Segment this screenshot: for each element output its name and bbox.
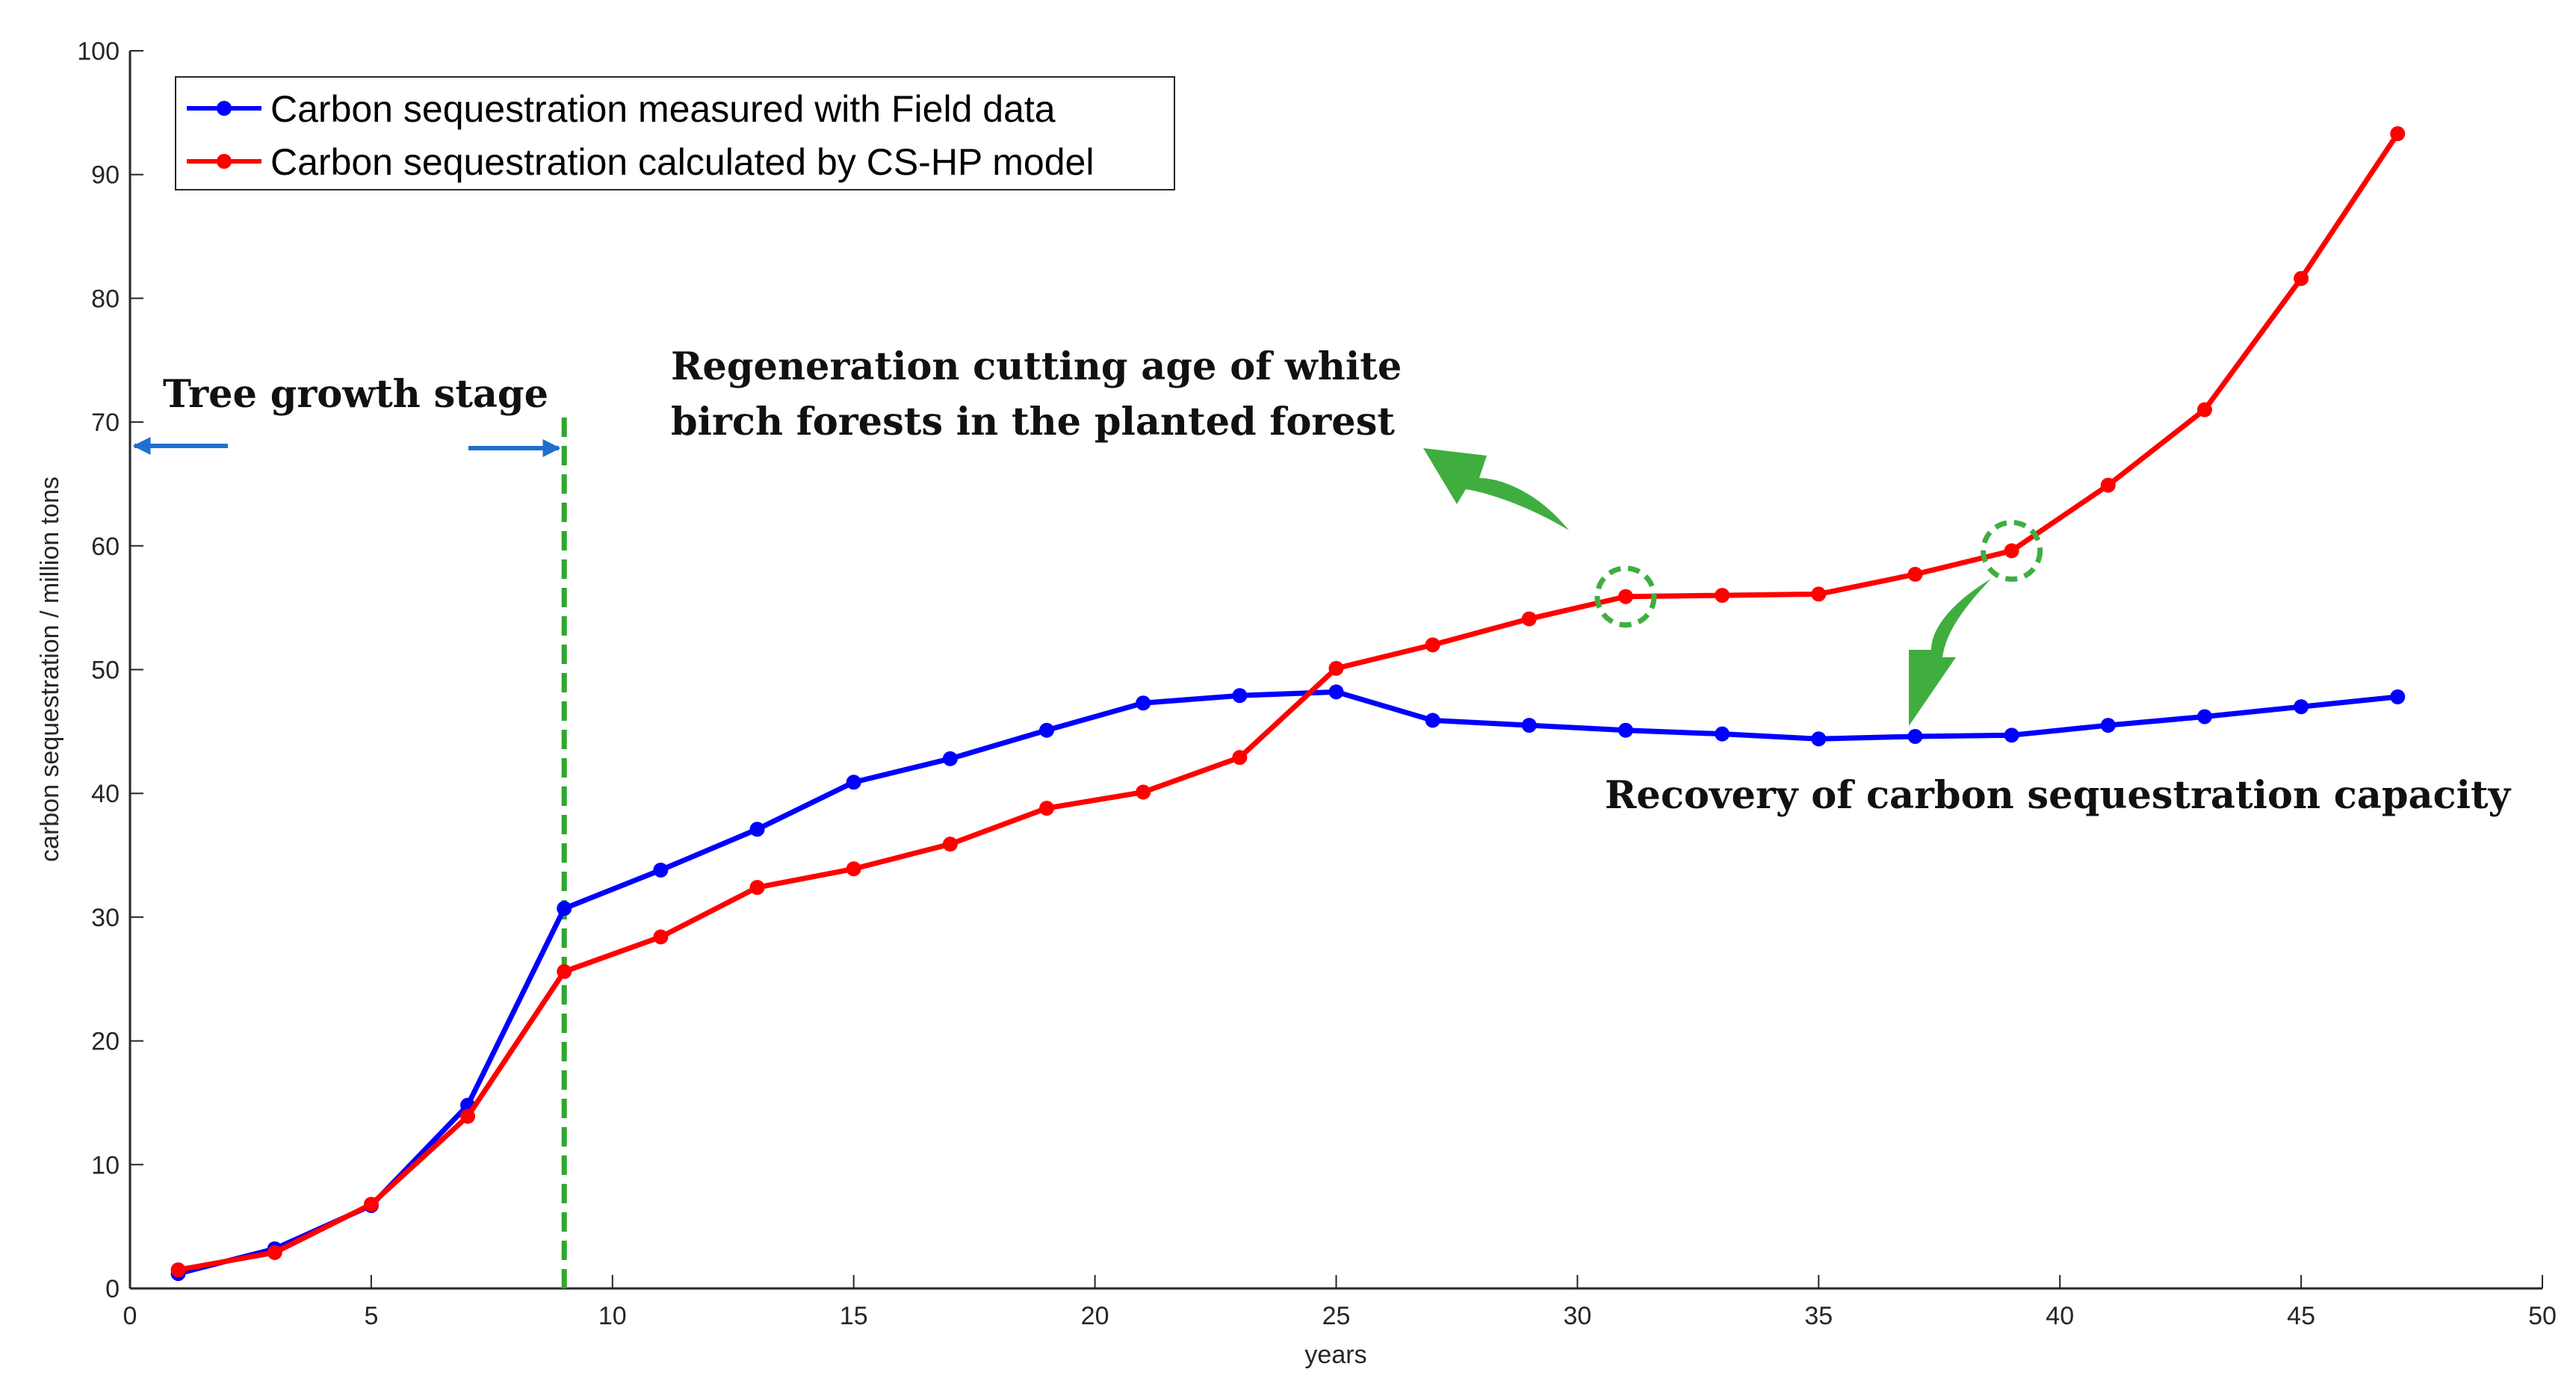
y-tick-label: 20 xyxy=(91,1028,120,1056)
series-1-point xyxy=(1136,784,1151,800)
series-0-point xyxy=(1907,728,1923,744)
series-1-point xyxy=(2100,477,2116,493)
y-tick-label: 10 xyxy=(91,1151,120,1179)
x-tick-label: 35 xyxy=(1804,1302,1833,1330)
series-0-point xyxy=(1715,726,1730,742)
annotation-recovery: Recovery of carbon sequestration capacit… xyxy=(1605,773,2512,818)
regeneration-arrow-icon xyxy=(1423,448,1569,530)
series-1-point xyxy=(1811,586,1827,602)
x-tick-label: 10 xyxy=(598,1302,627,1330)
x-tick-label: 30 xyxy=(1563,1302,1591,1330)
y-axis-label: carbon sequestration / million tons xyxy=(36,477,64,862)
legend-label-field: Carbon sequestration measured with Field… xyxy=(270,88,1056,130)
series-0-point xyxy=(942,751,958,766)
series-1-point xyxy=(1715,588,1730,604)
series-1-point xyxy=(170,1262,186,1278)
series-0-point xyxy=(749,822,765,837)
y-tick-label: 80 xyxy=(91,285,120,313)
series-1-point xyxy=(267,1244,282,1260)
series-0-point xyxy=(1039,722,1055,738)
annotation-regeneration-line1: Regeneration cutting age of white xyxy=(671,344,1402,389)
legend-marker-field xyxy=(217,101,232,116)
highlight-circle xyxy=(1594,565,1657,628)
series-0-point xyxy=(2196,709,2212,725)
y-tick-label: 70 xyxy=(91,409,120,437)
series-1-point xyxy=(846,861,861,877)
legend-marker-model xyxy=(217,154,232,169)
series-0-point xyxy=(1328,684,1344,700)
series-1-point xyxy=(1617,589,1633,604)
series-1-point xyxy=(1907,566,1923,582)
series-0-point xyxy=(1425,713,1440,728)
series-0-point xyxy=(653,862,669,878)
series-0-point xyxy=(1617,722,1633,738)
x-tick-label: 0 xyxy=(123,1302,137,1330)
series-0-point xyxy=(1136,695,1151,711)
series-0-point xyxy=(2100,718,2116,733)
recovery-arrow-icon xyxy=(1909,579,1991,726)
y-tick-label: 0 xyxy=(105,1275,120,1303)
series-0-point xyxy=(2004,727,2019,743)
legend-box xyxy=(175,76,1175,190)
series-1-point xyxy=(2004,543,2019,559)
legend-label-model: Carbon sequestration calculated by CS-HP… xyxy=(270,141,1094,183)
series-1-point xyxy=(2390,126,2406,142)
series-1-point xyxy=(460,1108,476,1124)
y-tick-label: 90 xyxy=(91,161,120,190)
series-1-point xyxy=(2294,270,2309,286)
series-1-point xyxy=(1521,611,1537,627)
x-tick-label: 15 xyxy=(840,1302,868,1330)
series-layer xyxy=(170,126,2406,1282)
series-0-point xyxy=(1521,718,1537,733)
y-axis-ticks: 0 10 20 30 40 50 60 70 80 90 100 xyxy=(77,37,143,1303)
x-tick-label: 50 xyxy=(2528,1302,2557,1330)
x-tick-label: 25 xyxy=(1322,1302,1351,1330)
series-0-point xyxy=(557,901,572,916)
x-axis-ticks: 0 5 10 15 20 25 30 35 40 45 50 xyxy=(123,1275,2557,1330)
series-1-point xyxy=(363,1197,379,1212)
y-tick-label: 100 xyxy=(77,37,120,66)
series-1-point xyxy=(942,837,958,852)
highlight-circle xyxy=(1981,519,2043,582)
legend: Carbon sequestration measured with Field… xyxy=(175,76,1175,190)
x-tick-label: 45 xyxy=(2287,1302,2315,1330)
x-tick-label: 40 xyxy=(2046,1302,2074,1330)
series-0-point xyxy=(1811,731,1827,747)
x-tick-label: 5 xyxy=(364,1302,378,1330)
annotation-growth-stage: Tree growth stage xyxy=(163,372,548,417)
series-0-point xyxy=(2390,689,2406,704)
y-tick-label: 40 xyxy=(91,780,120,808)
y-tick-label: 60 xyxy=(91,533,120,561)
series-line-1 xyxy=(177,132,2400,1273)
series-0-point xyxy=(1232,688,1248,704)
y-tick-label: 30 xyxy=(91,904,120,932)
annotation-regeneration-line2: birch forests in the planted forest xyxy=(671,400,1395,444)
series-1-point xyxy=(1328,660,1344,676)
series-0-point xyxy=(2294,699,2309,715)
series-1-point xyxy=(1232,750,1248,766)
series-1-point xyxy=(1425,637,1440,653)
series-line-0 xyxy=(177,689,2398,1276)
x-axis-label: years xyxy=(1304,1341,1366,1369)
y-tick-label: 50 xyxy=(91,657,120,685)
series-1-point xyxy=(557,964,572,979)
series-1-point xyxy=(653,929,669,945)
series-0-point xyxy=(846,775,861,790)
series-1-point xyxy=(2196,402,2212,418)
highlight-layer xyxy=(1594,519,2043,628)
x-tick-label: 20 xyxy=(1081,1302,1109,1330)
series-1-point xyxy=(749,880,765,896)
series-1-point xyxy=(1039,801,1055,816)
